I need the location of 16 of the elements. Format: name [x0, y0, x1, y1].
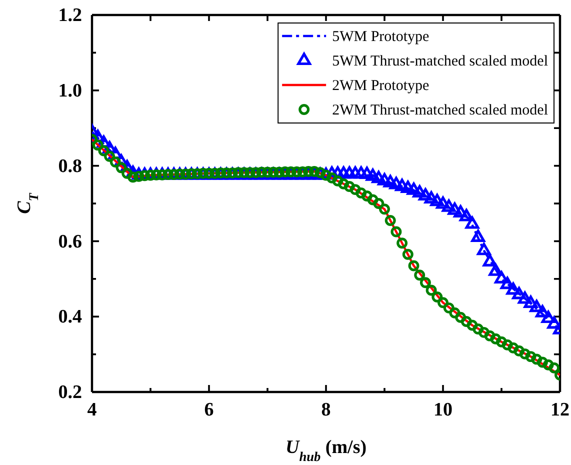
legend-label: 2WM Thrust-matched scaled model: [332, 102, 548, 118]
x-axis-title: U$_{hub}$ (m/s): [285, 437, 367, 464]
y-tick-label: 1.2: [58, 5, 82, 26]
x-tick-label: 8: [321, 399, 331, 420]
y-tick-label: 0.2: [58, 382, 82, 404]
y-tick-label: 0.6: [58, 231, 82, 252]
x-tick-label: 4: [87, 399, 98, 420]
y-tick-label: 1.0: [58, 80, 82, 102]
y-tick-label: 0.4: [58, 306, 82, 328]
legend-label: 5WM Prototype: [332, 29, 430, 45]
legend-label: 5WM Thrust-matched scaled model: [332, 54, 548, 70]
legend-label: 2WM Prototype: [332, 78, 430, 94]
x-tick-label: 12: [550, 399, 570, 420]
x-tick-label: 10: [434, 399, 452, 420]
x-tick-label: 6: [204, 399, 214, 420]
y-tick-label: 0.8: [58, 156, 82, 177]
